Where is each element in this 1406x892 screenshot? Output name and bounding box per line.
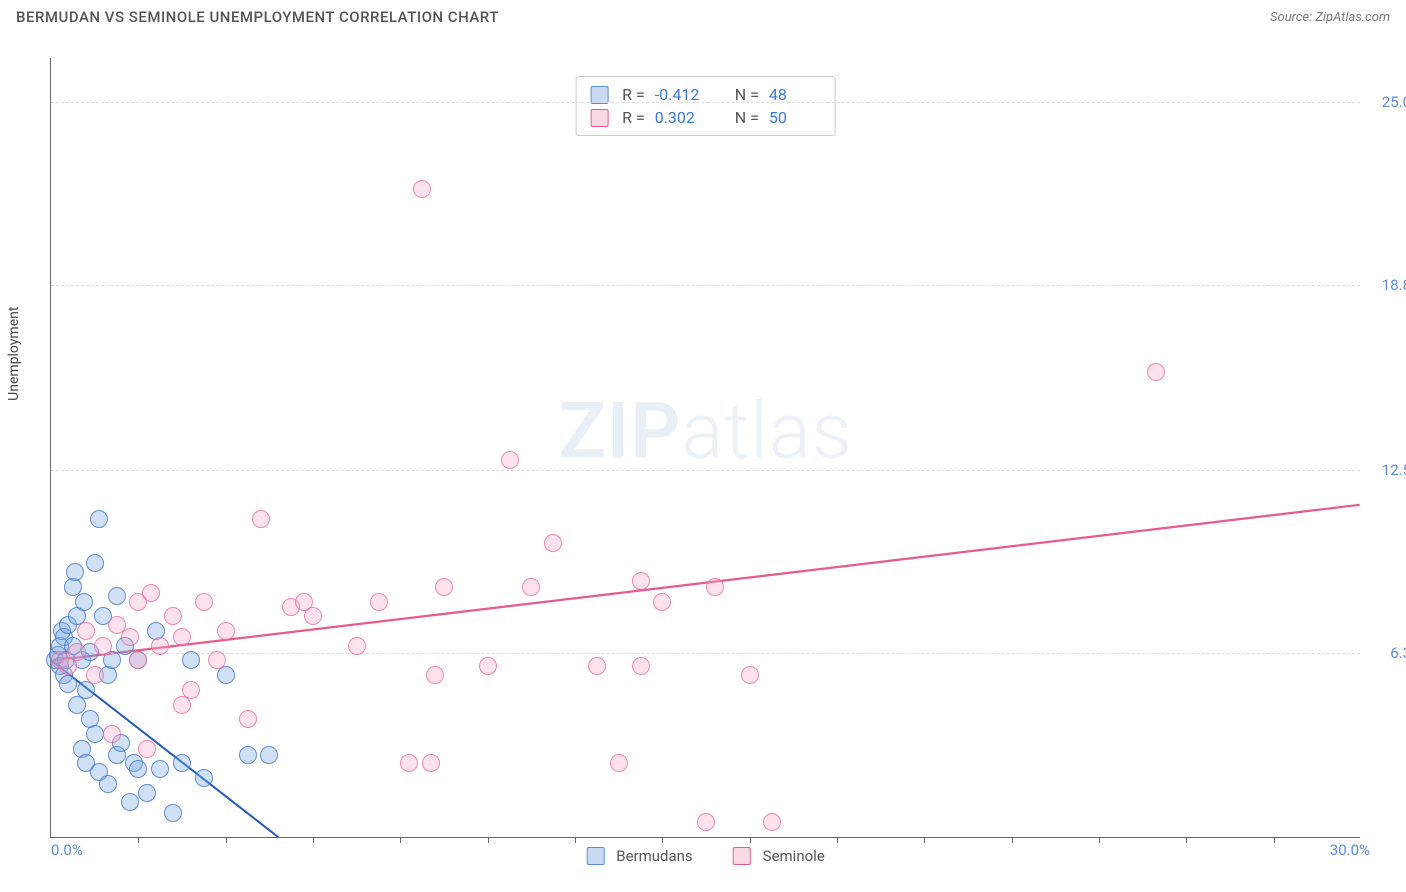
chart-header: BERMUDAN VS SEMINOLE UNEMPLOYMENT CORREL…	[0, 0, 1406, 30]
plot-area: ZIPatlas R = -0.412 N = 48 R = 0.302 N =…	[50, 58, 1360, 838]
gridline-h	[51, 285, 1360, 286]
point-bermudans	[151, 760, 169, 778]
y-tick-label: 12.5%	[1382, 461, 1406, 479]
x-tick	[1012, 837, 1013, 843]
x-tick	[924, 837, 925, 843]
point-seminole	[479, 657, 497, 675]
gridline-h	[51, 470, 1360, 471]
point-seminole	[217, 622, 235, 640]
point-seminole	[422, 754, 440, 772]
x-tick	[575, 837, 576, 843]
point-seminole	[195, 593, 213, 611]
point-bermudans	[66, 563, 84, 581]
point-seminole	[1147, 363, 1165, 381]
x-tick	[1274, 837, 1275, 843]
point-seminole	[138, 740, 156, 758]
x-tick	[1186, 837, 1187, 843]
legend-item-bermudans: Bermudans	[586, 847, 692, 865]
point-bermudans	[129, 760, 147, 778]
point-seminole	[400, 754, 418, 772]
swatch-pink-icon	[733, 847, 751, 865]
y-tick-label: 18.8%	[1382, 276, 1406, 294]
point-seminole	[632, 572, 650, 590]
point-seminole	[208, 651, 226, 669]
point-seminole	[173, 628, 191, 646]
bottom-legend: Bermudans Seminole	[586, 847, 825, 865]
stats-row-seminole: R = 0.302 N = 50	[590, 106, 821, 129]
point-seminole	[697, 813, 715, 831]
point-seminole	[741, 666, 759, 684]
point-seminole	[522, 578, 540, 596]
x-tick	[313, 837, 314, 843]
point-bermudans	[260, 746, 278, 764]
x-axis-min-label: 0.0%	[51, 841, 83, 859]
gridline-h	[51, 102, 1360, 103]
point-seminole	[142, 584, 160, 602]
y-tick-label: 25.0%	[1382, 93, 1406, 111]
point-bermudans	[86, 554, 104, 572]
x-tick	[138, 837, 139, 843]
point-bermudans	[86, 725, 104, 743]
point-bermudans	[75, 593, 93, 611]
point-seminole	[121, 628, 139, 646]
point-seminole	[435, 578, 453, 596]
point-bermudans	[182, 651, 200, 669]
point-seminole	[370, 593, 388, 611]
source-attribution: Source: ZipAtlas.com	[1270, 10, 1390, 25]
point-bermudans	[59, 675, 77, 693]
point-seminole	[239, 710, 257, 728]
y-tick-label: 6.3%	[1390, 644, 1406, 662]
x-axis-max-label: 30.0%	[1330, 841, 1370, 859]
point-seminole	[348, 637, 366, 655]
gridline-h	[51, 653, 1360, 654]
point-bermudans	[121, 793, 139, 811]
point-seminole	[413, 180, 431, 198]
point-bermudans	[195, 769, 213, 787]
point-seminole	[151, 637, 169, 655]
point-seminole	[653, 593, 671, 611]
point-seminole	[706, 578, 724, 596]
watermark: ZIPatlas	[559, 386, 852, 477]
point-seminole	[252, 510, 270, 528]
point-seminole	[94, 637, 112, 655]
point-seminole	[77, 622, 95, 640]
x-tick	[400, 837, 401, 843]
point-seminole	[182, 681, 200, 699]
x-tick	[1099, 837, 1100, 843]
point-seminole	[501, 451, 519, 469]
point-seminole	[164, 607, 182, 625]
chart-title: BERMUDAN VS SEMINOLE UNEMPLOYMENT CORREL…	[16, 8, 499, 26]
stats-legend-box: R = -0.412 N = 48 R = 0.302 N = 50	[575, 76, 836, 136]
point-bermudans	[239, 746, 257, 764]
swatch-blue-icon	[586, 847, 604, 865]
point-bermudans	[90, 510, 108, 528]
legend-item-seminole: Seminole	[733, 847, 825, 865]
x-tick	[662, 837, 663, 843]
point-bermudans	[173, 754, 191, 772]
point-seminole	[129, 651, 147, 669]
swatch-blue-icon	[590, 86, 608, 104]
point-seminole	[304, 607, 322, 625]
x-tick	[837, 837, 838, 843]
point-seminole	[763, 813, 781, 831]
point-seminole	[544, 534, 562, 552]
point-bermudans	[108, 587, 126, 605]
x-tick	[750, 837, 751, 843]
point-bermudans	[138, 784, 156, 802]
point-seminole	[103, 725, 121, 743]
point-bermudans	[164, 804, 182, 822]
x-tick	[226, 837, 227, 843]
y-axis-label: Unemployment	[6, 307, 22, 401]
point-seminole	[610, 754, 628, 772]
point-bermudans	[99, 775, 117, 793]
point-seminole	[68, 643, 86, 661]
x-tick	[488, 837, 489, 843]
point-seminole	[588, 657, 606, 675]
point-seminole	[426, 666, 444, 684]
chart-area: ZIPatlas R = -0.412 N = 48 R = 0.302 N =…	[50, 40, 1370, 840]
point-seminole	[86, 666, 104, 684]
swatch-pink-icon	[590, 109, 608, 127]
point-seminole	[632, 657, 650, 675]
